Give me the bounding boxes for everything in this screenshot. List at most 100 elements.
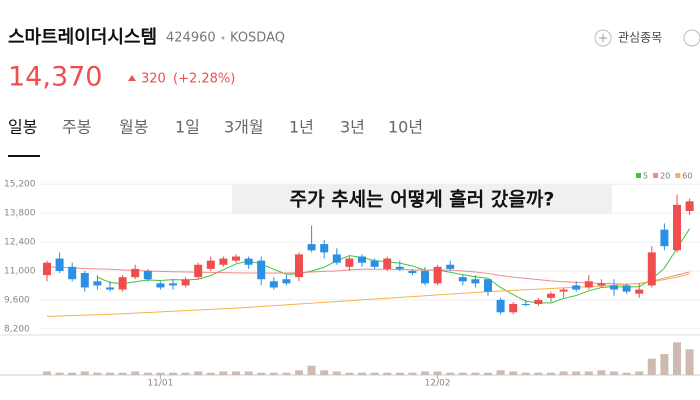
volume-bar: [647, 358, 656, 375]
tab[interactable]: 3년: [340, 118, 365, 137]
candle-body: [232, 256, 240, 261]
volume-bar: [244, 371, 253, 375]
candle-body: [521, 304, 530, 306]
candle-body: [370, 260, 379, 267]
volume-bar: [118, 372, 127, 375]
candle-body: [584, 281, 593, 288]
volume-bar: [395, 372, 404, 375]
separator: [221, 36, 225, 40]
volume-bar: [521, 372, 530, 375]
volume-bar: [269, 372, 278, 375]
volume-bar: [572, 371, 581, 375]
tab-bar: 일봉 주봉 월봉 1일 3개월 1년 3년 10년: [8, 118, 423, 137]
candle-body: [181, 279, 190, 286]
candle-body: [257, 260, 266, 280]
tab[interactable]: 10년: [388, 118, 423, 137]
volume-bar: [282, 372, 291, 375]
change-pct: (+2.28%): [173, 72, 235, 87]
watch-button[interactable]: 관심종목: [594, 29, 700, 47]
volume-bar: [547, 372, 555, 375]
legend-label: 60: [682, 172, 692, 181]
tab[interactable]: 월봉: [119, 118, 148, 137]
volume-bar: [55, 372, 64, 375]
candle-body: [295, 254, 303, 278]
volume-bar: [622, 372, 631, 375]
volume-bar: [320, 370, 329, 375]
tab[interactable]: 주봉: [62, 118, 91, 137]
moving-average: [46, 266, 690, 285]
volume-bar: [496, 370, 505, 375]
tab[interactable]: 1일: [175, 118, 200, 137]
watch-label[interactable]: 관심종목: [618, 31, 662, 45]
y-tick-label: 12,400: [4, 238, 36, 248]
x-tick-label: 11/01: [147, 379, 173, 389]
volume-bar: [232, 371, 240, 375]
volume-bar: [358, 372, 366, 375]
volume-bar: [433, 371, 442, 375]
market: KOSDAQ: [230, 31, 285, 46]
volume-bar: [370, 372, 379, 375]
candle-body: [685, 201, 694, 212]
volume-bar: [584, 371, 593, 375]
candle-body: [194, 264, 203, 278]
legend-label: 5: [643, 172, 648, 181]
legend-swatch: [636, 173, 641, 178]
volume-bar: [610, 371, 618, 375]
candle-body: [131, 268, 140, 278]
candle-body: [547, 293, 555, 298]
tab[interactable]: 3개월: [224, 118, 264, 137]
volume-bar: [458, 372, 467, 375]
volume-bar: [673, 342, 681, 375]
volume-bar: [307, 365, 316, 375]
candle-body: [622, 285, 631, 292]
moving-average: [46, 273, 690, 317]
candle-body: [68, 266, 77, 280]
candle-body: [458, 277, 467, 282]
candle-body: [345, 258, 354, 267]
volume-bar: [559, 371, 568, 375]
volume-bar: [169, 372, 177, 375]
stock-name: 스마트레이더시스템: [8, 27, 157, 48]
volume-bar: [509, 371, 518, 375]
volume-bar: [295, 370, 303, 375]
volume-bar: [421, 371, 429, 375]
volume-bar: [43, 371, 51, 375]
candle-body: [395, 266, 404, 269]
candle-body: [156, 283, 165, 288]
volume-bar: [534, 372, 543, 375]
candle-body: [597, 283, 606, 286]
volume-bar: [446, 372, 455, 375]
candle-body: [559, 289, 568, 292]
volume-bar: [156, 372, 165, 375]
volume-bar: [635, 371, 644, 375]
candle-body: [408, 270, 417, 274]
tab[interactable]: 1년: [289, 118, 314, 137]
candle-body: [93, 281, 102, 286]
candle-body: [118, 277, 127, 290]
change: 320: [141, 72, 166, 87]
volume-bar: [408, 372, 417, 375]
candle-body: [433, 266, 442, 284]
volume-bar: [345, 372, 354, 375]
volume-bar: [471, 372, 480, 375]
y-tick-label: 8,200: [4, 324, 30, 334]
volume-bar: [106, 372, 114, 375]
candle-body: [106, 287, 114, 290]
stock-code: 424960: [166, 31, 216, 46]
candle-body: [509, 304, 518, 313]
candle-body: [43, 262, 51, 276]
candle-body: [332, 254, 341, 263]
price: 14,370: [8, 62, 102, 93]
candle-body: [647, 252, 656, 286]
volume-bar: [219, 371, 228, 375]
tab[interactable]: 일봉: [8, 118, 37, 137]
moving-average: [97, 228, 691, 304]
volume-bar: [93, 372, 102, 375]
candle-body: [206, 260, 215, 269]
candle-body: [534, 299, 543, 305]
volume-bar: [332, 371, 341, 375]
candle-body: [307, 244, 316, 251]
volume-bar: [68, 372, 77, 375]
y-tick-label: 9,600: [4, 295, 30, 305]
